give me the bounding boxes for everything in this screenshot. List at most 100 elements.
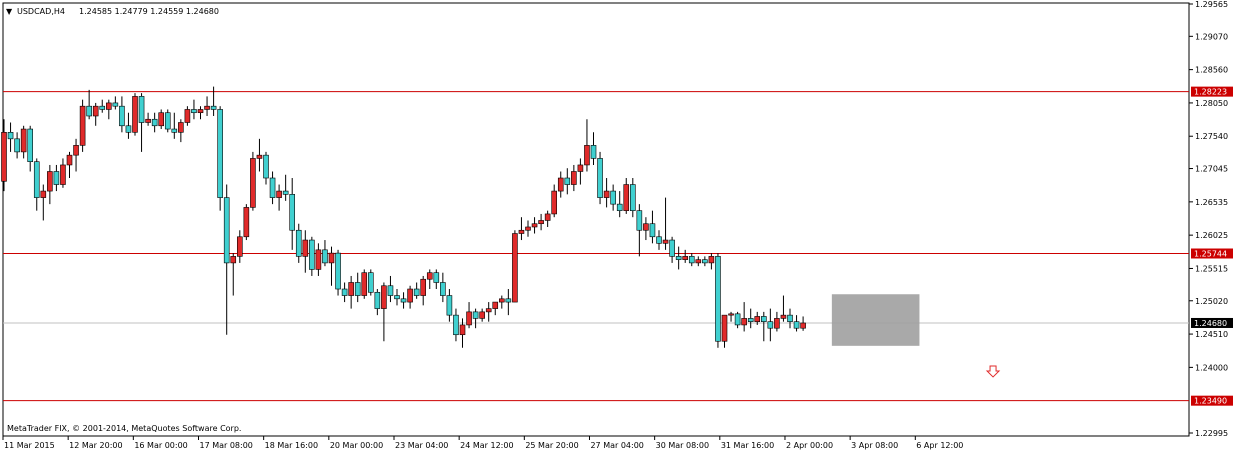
candle[interactable]: [793, 315, 800, 332]
candle[interactable]: [531, 217, 538, 234]
candle[interactable]: [282, 174, 289, 201]
candle[interactable]: [629, 178, 636, 218]
candle[interactable]: [158, 109, 164, 130]
candle[interactable]: [407, 285, 413, 309]
candle[interactable]: [505, 289, 512, 316]
candle[interactable]: [132, 93, 138, 136]
candle[interactable]: [295, 223, 302, 263]
candle[interactable]: [387, 275, 394, 303]
candle[interactable]: [760, 311, 767, 342]
candle[interactable]: [597, 151, 603, 205]
candle[interactable]: [662, 197, 669, 250]
candle[interactable]: [79, 99, 86, 152]
candle[interactable]: [741, 302, 747, 332]
candle[interactable]: [551, 184, 558, 218]
candle[interactable]: [145, 112, 151, 126]
candle[interactable]: [623, 178, 630, 214]
candle[interactable]: [191, 99, 197, 120]
candle[interactable]: [426, 269, 433, 290]
candle[interactable]: [610, 184, 616, 211]
candle[interactable]: [584, 119, 590, 172]
candle[interactable]: [309, 236, 315, 276]
candle[interactable]: [413, 282, 420, 299]
candle[interactable]: [708, 253, 715, 270]
candle[interactable]: [433, 269, 440, 290]
candle[interactable]: [354, 272, 361, 303]
candle[interactable]: [171, 112, 178, 139]
candle[interactable]: [73, 138, 79, 172]
candle[interactable]: [302, 230, 309, 273]
candle[interactable]: [453, 308, 459, 342]
candle[interactable]: [669, 236, 675, 263]
candle[interactable]: [328, 246, 335, 286]
header-menu-glyph[interactable]: ▼: [6, 7, 13, 16]
candle[interactable]: [767, 308, 774, 342]
candle[interactable]: [754, 311, 761, 325]
candle[interactable]: [184, 106, 191, 126]
candle[interactable]: [53, 164, 60, 192]
candle[interactable]: [367, 269, 374, 296]
candle[interactable]: [485, 302, 492, 322]
candle[interactable]: [14, 132, 20, 159]
candle[interactable]: [492, 301, 499, 316]
candle[interactable]: [178, 119, 184, 143]
candle[interactable]: [538, 213, 544, 231]
candle[interactable]: [400, 292, 407, 309]
candle[interactable]: [518, 217, 525, 241]
candle[interactable]: [512, 230, 518, 303]
candle[interactable]: [695, 256, 702, 267]
candle[interactable]: [210, 86, 217, 116]
candle[interactable]: [289, 178, 296, 250]
candle[interactable]: [616, 191, 623, 218]
candle[interactable]: [636, 204, 643, 257]
candle[interactable]: [99, 99, 106, 113]
candle[interactable]: [138, 93, 145, 152]
consolidation-box[interactable]: [831, 294, 920, 346]
candle[interactable]: [106, 99, 112, 120]
candle[interactable]: [472, 308, 479, 329]
candle[interactable]: [479, 308, 485, 322]
candle[interactable]: [381, 282, 387, 342]
candle[interactable]: [682, 249, 689, 263]
candle[interactable]: [774, 311, 780, 332]
candle[interactable]: [40, 184, 47, 221]
candle[interactable]: [800, 316, 806, 331]
candle[interactable]: [649, 210, 656, 244]
candle[interactable]: [603, 178, 610, 208]
candle[interactable]: [119, 96, 125, 133]
candle[interactable]: [564, 168, 571, 195]
candle[interactable]: [204, 96, 210, 116]
candle[interactable]: [7, 122, 14, 152]
candle[interactable]: [348, 275, 354, 309]
down-arrow-icon[interactable]: [985, 365, 1001, 378]
candle[interactable]: [256, 138, 263, 172]
candle[interactable]: [728, 311, 734, 322]
candle[interactable]: [498, 295, 505, 309]
candle[interactable]: [20, 125, 27, 159]
candle[interactable]: [243, 204, 250, 241]
candle[interactable]: [721, 314, 728, 348]
candle[interactable]: [446, 289, 453, 322]
candle[interactable]: [715, 253, 721, 348]
candle[interactable]: [125, 112, 132, 139]
candle[interactable]: [525, 220, 531, 237]
candle[interactable]: [335, 249, 341, 296]
candle[interactable]: [341, 282, 348, 303]
candle[interactable]: [66, 151, 73, 179]
candle[interactable]: [276, 184, 282, 211]
candle[interactable]: [440, 272, 446, 303]
candle[interactable]: [420, 275, 427, 306]
candle[interactable]: [780, 295, 787, 322]
candle[interactable]: [269, 171, 276, 205]
candle[interactable]: [223, 184, 230, 335]
candle[interactable]: [315, 243, 322, 276]
candle[interactable]: [164, 109, 171, 133]
candle[interactable]: [230, 253, 237, 296]
candle[interactable]: [544, 210, 551, 227]
candle[interactable]: [322, 240, 328, 267]
candle[interactable]: [688, 253, 695, 267]
candle[interactable]: [734, 311, 741, 329]
candle[interactable]: [557, 171, 564, 198]
candle[interactable]: [1, 119, 7, 192]
